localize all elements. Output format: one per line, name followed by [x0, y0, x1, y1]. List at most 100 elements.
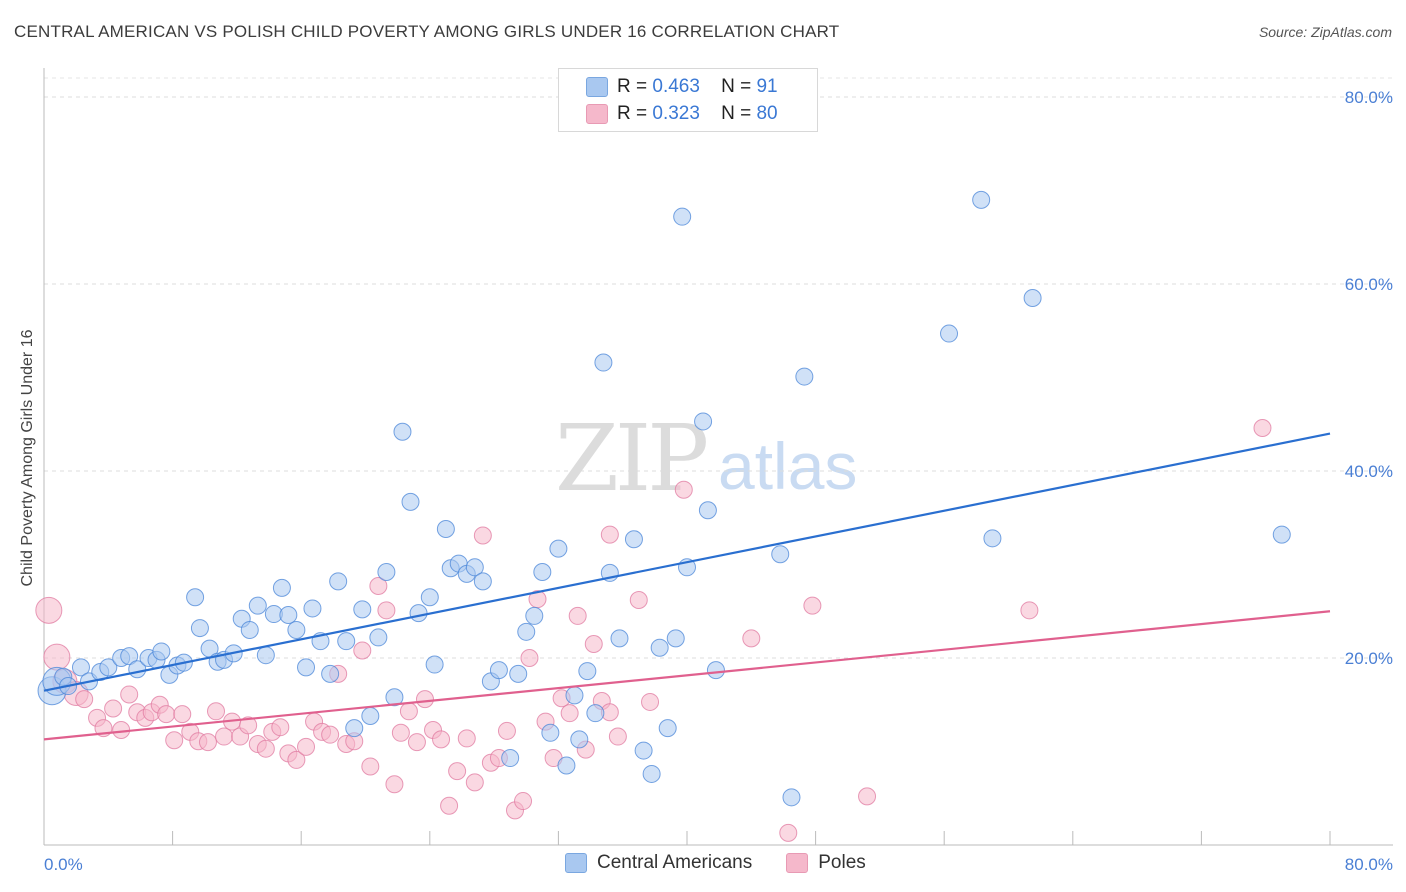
point-central-americans — [186, 588, 205, 607]
legend-n-label: N = — [721, 76, 752, 97]
chart-source: Source: ZipAtlas.com — [1258, 24, 1392, 40]
point-central-americans — [634, 741, 653, 760]
legend-r-value-blue: 0.463 — [652, 76, 700, 97]
point-poles — [321, 725, 340, 744]
point-central-americans — [549, 539, 568, 558]
point-central-americans — [771, 545, 790, 564]
point-poles — [198, 733, 217, 752]
point-poles — [415, 690, 434, 709]
point-central-americans — [541, 723, 560, 742]
point-poles — [1253, 418, 1272, 437]
point-poles — [75, 690, 94, 709]
point-central-americans — [782, 788, 801, 807]
watermark-atlas: atlas — [718, 429, 858, 503]
point-poles — [514, 792, 533, 811]
point-central-americans — [694, 412, 713, 431]
point-poles — [629, 591, 648, 610]
point-poles — [173, 705, 192, 724]
point-central-americans — [321, 664, 340, 683]
point-poles — [465, 773, 484, 792]
point-poles — [353, 641, 372, 660]
point-poles — [120, 685, 139, 704]
point-central-americans — [329, 572, 348, 591]
point-central-americans — [658, 719, 677, 738]
point-central-americans — [385, 688, 404, 707]
x-tick-label: 0.0% — [44, 855, 83, 874]
point-central-americans — [610, 629, 629, 648]
legend-n-label: N = — [721, 103, 752, 124]
point-central-americans — [120, 647, 139, 666]
y-tick-label: 40.0% — [1345, 462, 1393, 481]
legend-n-value-blue: 91 — [756, 76, 778, 97]
point-poles — [473, 526, 492, 545]
legend-item-poles: Poles — [786, 852, 866, 874]
legend-r-label: R = — [617, 76, 648, 97]
point-poles — [641, 692, 660, 711]
point-central-americans — [473, 572, 492, 591]
point-central-americans — [586, 704, 605, 723]
legend-swatch-pink — [586, 104, 608, 124]
point-poles — [391, 723, 410, 742]
point-central-americans — [99, 658, 118, 677]
point-central-americans — [256, 646, 275, 665]
point-central-americans — [393, 422, 412, 441]
point-poles — [497, 721, 516, 740]
y-tick-label: 60.0% — [1345, 275, 1393, 294]
legend-label-central-americans: Central Americans — [597, 852, 753, 873]
point-central-americans — [983, 529, 1002, 548]
point-central-americans — [337, 632, 356, 651]
legend-swatch-blue — [586, 77, 608, 97]
point-central-americans — [706, 661, 725, 680]
series-legend: Central Americans Poles — [565, 852, 900, 874]
point-central-americans — [570, 730, 589, 749]
y-tick-label: 20.0% — [1345, 649, 1393, 668]
point-central-americans — [401, 492, 420, 511]
point-poles — [239, 716, 258, 735]
point-central-americans — [972, 190, 991, 209]
point-central-americans — [152, 642, 171, 661]
point-poles — [377, 601, 396, 620]
point-central-americans — [240, 620, 259, 639]
point-poles — [432, 730, 451, 749]
point-poles — [584, 634, 603, 653]
point-central-americans — [425, 655, 444, 674]
point-central-americans — [509, 664, 528, 683]
point-poles — [361, 757, 380, 776]
point-poles — [858, 787, 877, 806]
point-central-americans — [557, 756, 576, 775]
point-central-americans — [666, 629, 685, 648]
point-poles — [560, 704, 579, 723]
point-central-americans — [525, 606, 544, 625]
point-poles — [256, 739, 275, 758]
point-poles — [1020, 601, 1039, 620]
point-central-americans — [642, 764, 661, 783]
point-central-americans — [624, 530, 643, 549]
legend-n-value-pink: 80 — [756, 103, 778, 124]
point-poles — [271, 718, 290, 737]
point-central-americans — [1023, 289, 1042, 308]
point-poles — [779, 823, 798, 842]
point-poles — [297, 737, 316, 756]
point-central-americans — [303, 599, 322, 618]
point-poles — [399, 702, 418, 721]
point-poles — [215, 727, 234, 746]
legend-r-label: R = — [617, 103, 648, 124]
chart-title: CENTRAL AMERICAN VS POLISH CHILD POVERTY… — [14, 22, 840, 41]
point-poles — [803, 596, 822, 615]
point-central-americans — [287, 620, 306, 639]
x-tick-label: 80.0% — [1345, 855, 1393, 874]
point-poles — [369, 577, 388, 596]
point-central-americans — [409, 604, 428, 623]
trendline-poles — [43, 610, 1331, 741]
legend-item-central-americans: Central Americans — [565, 852, 752, 874]
point-central-americans — [272, 578, 291, 597]
point-poles — [520, 649, 539, 667]
legend-swatch-blue — [565, 853, 587, 873]
point-central-americans — [436, 519, 455, 538]
point-central-americans — [71, 658, 90, 677]
point-central-americans — [517, 622, 536, 641]
point-central-americans — [594, 353, 613, 372]
point-central-americans — [190, 619, 209, 638]
point-poles — [207, 702, 226, 721]
